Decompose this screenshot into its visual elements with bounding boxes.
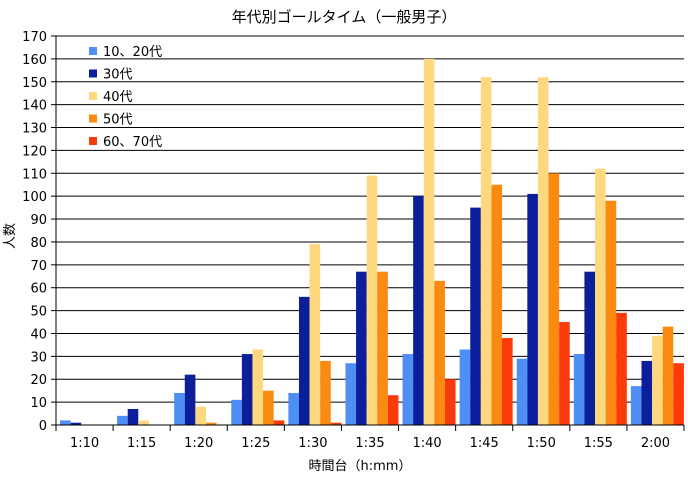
- legend-label: 30代: [103, 68, 133, 83]
- bar: [423, 58, 435, 425]
- y-tick-label: 160: [22, 53, 47, 68]
- x-axis-label: 時間台（h:mm）: [309, 459, 412, 474]
- bar: [470, 207, 481, 425]
- bar: [320, 360, 331, 425]
- bar: [459, 349, 471, 425]
- chart-title: 年代別ゴールタイム（一般男子）: [232, 8, 457, 26]
- bars: [60, 58, 684, 425]
- bar: [502, 338, 513, 425]
- bar: [434, 280, 445, 425]
- y-tick-label: 20: [30, 373, 47, 388]
- bar: [298, 296, 310, 425]
- bar: [516, 358, 528, 425]
- y-axis-label: 人数: [3, 223, 18, 249]
- bar: [356, 271, 367, 425]
- legend-swatch: [89, 92, 97, 100]
- bar: [387, 395, 399, 425]
- bar: [184, 374, 196, 425]
- y-tick-label: 0: [39, 419, 47, 434]
- bar: [309, 244, 321, 425]
- bar: [366, 175, 378, 425]
- bar: [444, 379, 456, 425]
- bar: [70, 422, 82, 425]
- bar: [605, 200, 617, 425]
- bar: [117, 415, 128, 425]
- x-tick-label: 1:30: [298, 436, 327, 451]
- bar: [595, 168, 606, 425]
- legend: 10、20代 30代 40代 50代 60、70代: [89, 45, 162, 150]
- y-tick-label: 100: [22, 190, 47, 205]
- bar: [377, 271, 388, 425]
- y-tick-label: 60: [30, 282, 47, 297]
- bar: [138, 420, 149, 425]
- bar: [559, 322, 570, 425]
- y-tick-label: 40: [30, 327, 47, 342]
- y-tick-label: 80: [30, 236, 47, 251]
- bar: [673, 363, 684, 425]
- legend-swatch: [89, 69, 97, 78]
- bar: [616, 312, 627, 425]
- legend-label: 10、20代: [103, 45, 162, 60]
- bar: [263, 390, 274, 425]
- x-tick-label: 1:35: [355, 436, 384, 451]
- bar: [652, 335, 663, 425]
- legend-swatch: [89, 137, 97, 145]
- bar: [273, 420, 285, 425]
- y-tick-label: 120: [22, 144, 47, 159]
- x-tick-label: 1:15: [127, 436, 156, 451]
- bar: [491, 184, 503, 425]
- y-tick-label: 140: [22, 99, 47, 114]
- legend-label: 60、70代: [103, 135, 162, 150]
- x-tick-label: 1:55: [584, 436, 613, 451]
- y-tick-label: 130: [22, 122, 47, 137]
- bar: [548, 173, 560, 425]
- x-tick-label: 1:40: [412, 436, 441, 451]
- bar: [630, 386, 642, 425]
- legend-label: 50代: [103, 113, 133, 128]
- y-tick-label: 30: [30, 350, 47, 365]
- bar: [584, 271, 596, 425]
- x-tick-label: 1:25: [241, 436, 270, 451]
- bar: [174, 392, 185, 425]
- y-tick-label: 170: [22, 30, 47, 45]
- x-tick-labels: 1:10 1:15 1:20 1:25 1:30 1:35 1:40 1:45 1:50 1:55…: [70, 436, 670, 451]
- bar: [231, 399, 242, 425]
- bar: [241, 354, 253, 425]
- legend-swatch: [89, 47, 97, 55]
- bar: [205, 422, 217, 425]
- y-tick-labels: 0 10 20 30 40 50 60 70 80 90 100 110 120 130 140 150 160…: [22, 30, 47, 434]
- x-tick-label: 2:00: [641, 436, 670, 451]
- bar: [480, 77, 492, 425]
- axes: [51, 35, 685, 431]
- x-tick-label: 1:50: [527, 436, 556, 451]
- bar: [402, 354, 414, 425]
- bar: [195, 406, 206, 425]
- bar: [537, 77, 549, 425]
- bar: [573, 354, 585, 425]
- bar: [252, 349, 264, 425]
- y-tick-label: 50: [30, 305, 47, 320]
- bar: [527, 193, 538, 425]
- x-tick-label: 1:45: [470, 436, 499, 451]
- bar: [641, 360, 653, 425]
- y-tick-label: 10: [30, 396, 47, 411]
- legend-swatch: [89, 114, 97, 123]
- bar: [662, 326, 674, 425]
- legend-label: 40代: [103, 90, 133, 105]
- y-tick-label: 70: [30, 259, 47, 274]
- y-tick-label: 110: [22, 167, 47, 182]
- bar: [330, 422, 342, 425]
- x-tick-label: 1:20: [184, 436, 213, 451]
- x-tick-label: 1:10: [70, 436, 99, 451]
- y-tick-label: 150: [22, 76, 47, 91]
- bar: [413, 196, 424, 425]
- bar: [288, 392, 299, 425]
- bar: [345, 363, 357, 425]
- bar: [60, 420, 71, 425]
- bar: [127, 408, 139, 425]
- y-tick-label: 90: [30, 213, 47, 228]
